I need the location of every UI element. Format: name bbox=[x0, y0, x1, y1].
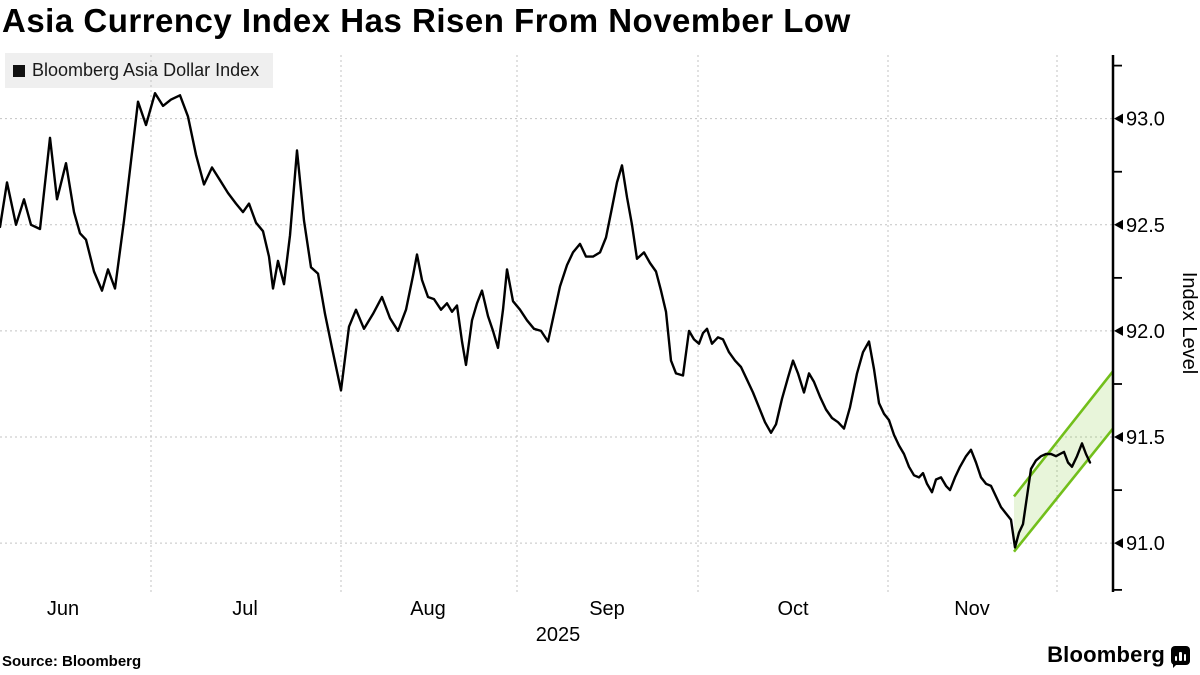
gridlines bbox=[0, 55, 1113, 592]
series-line bbox=[0, 91, 1092, 549]
y-axis-label: Index Level bbox=[1178, 272, 1200, 374]
bloomberg-wordmark: Bloomberg bbox=[1047, 642, 1165, 667]
legend: Bloomberg Asia Dollar Index bbox=[5, 53, 274, 88]
x-axis-year-label: 2025 bbox=[536, 624, 581, 646]
legend-series-label: Bloomberg Asia Dollar Index bbox=[32, 60, 260, 80]
svg-text:Sep: Sep bbox=[589, 598, 625, 620]
svg-text:Nov: Nov bbox=[954, 598, 990, 620]
svg-text:Oct: Oct bbox=[777, 598, 809, 620]
svg-text:91.0: 91.0 bbox=[1126, 533, 1165, 555]
source-attribution: Source: Bloomberg bbox=[2, 653, 142, 670]
svg-text:Jul: Jul bbox=[232, 598, 258, 620]
y-axis-title: Index Level bbox=[1178, 272, 1200, 374]
chart-title: Asia Currency Index Has Risen From Novem… bbox=[2, 2, 851, 39]
brand-footer: Bloomberg bbox=[1047, 642, 1190, 668]
svg-text:92.5: 92.5 bbox=[1126, 215, 1165, 237]
trend-channel bbox=[1012, 370, 1115, 553]
svg-text:93.0: 93.0 bbox=[1126, 109, 1165, 131]
x-axis-labels: Jun Jul Aug Sep Oct Nov 2025 bbox=[47, 598, 990, 646]
bloomberg-logo-icon bbox=[1171, 645, 1190, 668]
y-axis: 93.0 92.5 92.0 91.5 91.0 bbox=[1111, 55, 1165, 592]
svg-text:Aug: Aug bbox=[410, 598, 446, 620]
svg-text:Jun: Jun bbox=[47, 598, 79, 620]
svg-text:92.0: 92.0 bbox=[1126, 321, 1165, 343]
legend-series-swatch bbox=[13, 64, 25, 77]
svg-text:91.5: 91.5 bbox=[1126, 427, 1165, 449]
